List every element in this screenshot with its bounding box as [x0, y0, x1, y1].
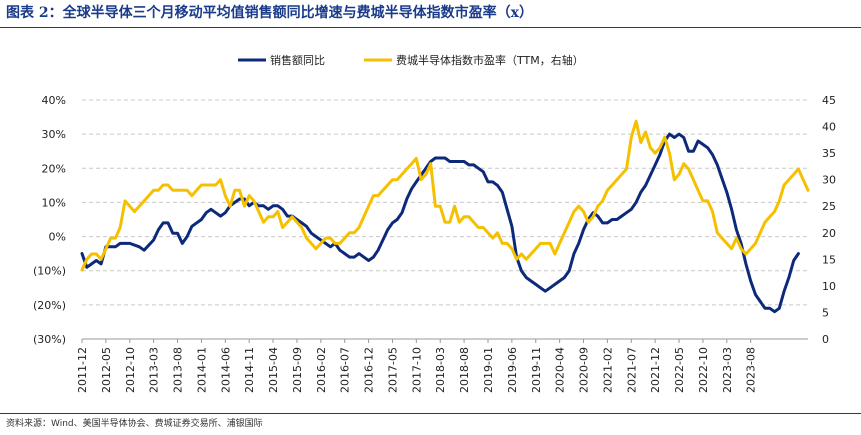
left-axis-tick-label: 0%: [49, 231, 66, 244]
right-axis-tick-label: 30: [822, 174, 836, 187]
x-axis-tick-label: 2021-12: [649, 347, 662, 393]
right-axis-tick-label: 20: [822, 227, 836, 240]
x-axis-tick-label: 2023-08: [745, 347, 758, 393]
line-chart: (30%) (20%) (10%) 0% 10% 20% 30% 40% 0 5 10 15 20 25 3…: [33, 53, 836, 393]
footer-divider: [0, 413, 861, 414]
x-axis-tick-label: 2016-12: [363, 347, 376, 393]
left-axis-tick-label: 10%: [42, 196, 66, 209]
series-line-sales-yoy: [80, 132, 800, 314]
x-axis-tick-label: 2012-10: [124, 347, 137, 393]
right-axis-tick-label: 0: [822, 333, 829, 346]
x-axis-tick-label: 2013-08: [172, 347, 185, 393]
chart-title: 图表 2：全球半导体三个月移动平均值销售额同比增速与费城半导体指数市盈率（x）: [6, 5, 533, 21]
x-axis-tick-label: 2020-09: [578, 347, 591, 393]
x-axis-tick-label: 2011-12: [76, 347, 89, 393]
x-axis-tick-label: 2019-06: [506, 347, 519, 393]
x-axis-tick-label: 2022-10: [697, 347, 710, 393]
x-axis-tick-label: 2022-05: [673, 347, 686, 393]
x-axis-tick-label: 2020-04: [554, 347, 567, 393]
left-axis-tick-label: 20%: [42, 162, 66, 175]
x-axis-tick-label: 2018-08: [458, 347, 471, 393]
left-axis-tick-label: (20%): [33, 299, 66, 312]
right-axis-tick-label: 45: [822, 94, 836, 107]
x-axis-tick-label: 2023-03: [721, 347, 734, 393]
right-axis-tick-label: 35: [822, 147, 836, 160]
right-axis-tick-label: 25: [822, 200, 836, 213]
x-axis-tick-label: 2015-04: [267, 347, 280, 393]
x-axis-tick-label: 2016-07: [339, 347, 352, 393]
title-divider: [0, 27, 861, 28]
x-axis-tick-label: 2021-07: [625, 347, 638, 393]
x-axis-tick-label: 2015-09: [291, 347, 304, 393]
source-note: 资料来源：Wind、美国半导体协会、费城证券交易所、浦银国际: [6, 419, 263, 429]
x-axis-tick-label: 2014-01: [195, 347, 208, 393]
left-axis-tick-label: (30%): [33, 333, 66, 346]
right-axis-tick-label: 15: [822, 253, 836, 266]
right-axis-tick-label: 5: [822, 306, 829, 319]
x-axis-tick-label: 2013-03: [148, 347, 161, 393]
x-axis-tick-label: 2018-03: [434, 347, 447, 393]
left-axis-tick-label: (10%): [33, 265, 66, 278]
series-line-pe-ratio: [80, 119, 810, 272]
x-axis-tick-label: 2012-05: [100, 347, 113, 393]
right-axis-tick-label: 40: [822, 121, 836, 134]
x-axis-tick-label: 2017-10: [410, 347, 423, 393]
x-axis-tick-label: 2014-06: [219, 347, 232, 393]
legend-label-sales: 销售额同比: [270, 53, 325, 67]
x-axis-tick-label: 2017-05: [386, 347, 399, 393]
right-axis-tick-label: 10: [822, 280, 836, 293]
left-axis-tick-label: 40%: [42, 94, 66, 107]
legend-label-pe: 费城半导体指数市盈率（TTM，右轴）: [396, 53, 584, 67]
x-axis-tick-label: 2019-11: [530, 347, 543, 393]
x-axis-tick-label: 2021-02: [601, 347, 614, 393]
x-axis-tick-label: 2016-02: [315, 347, 328, 393]
left-axis-tick-label: 30%: [42, 128, 66, 141]
x-axis-tick-label: 2019-01: [482, 347, 495, 393]
x-axis-tick-label: 2014-11: [243, 347, 256, 393]
